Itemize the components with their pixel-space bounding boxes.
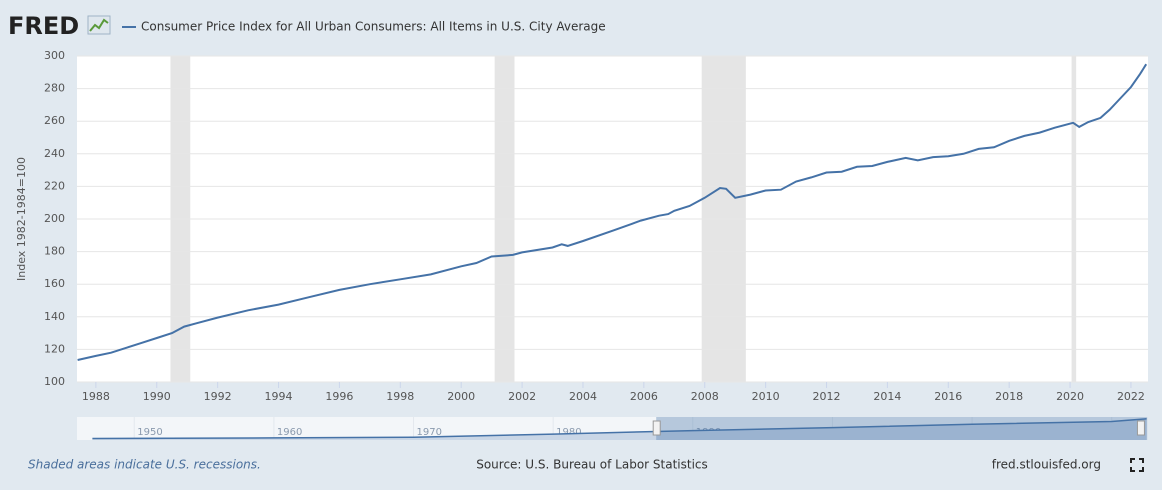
- y-tick-label: 200: [44, 212, 65, 225]
- site-link[interactable]: fred.stlouisfed.org: [992, 458, 1101, 472]
- y-tick-label: 180: [44, 245, 65, 258]
- navigator-tick-label: 1960: [277, 427, 302, 438]
- x-tick-label: 1996: [325, 390, 353, 403]
- y-tick-label: 120: [44, 342, 65, 355]
- x-tick-label: 2002: [508, 390, 536, 403]
- series-line: [77, 63, 1148, 361]
- fullscreen-button[interactable]: [1130, 458, 1144, 472]
- navigator-tick-label: 1950: [137, 427, 162, 438]
- x-tick-label: 2006: [630, 390, 658, 403]
- x-tick-label: 2018: [995, 390, 1023, 403]
- y-tick-label: 300: [44, 49, 65, 62]
- x-tick-label: 1994: [265, 390, 293, 403]
- navigator-selection: [656, 417, 1148, 440]
- navigator-tick-label: 1970: [417, 427, 442, 438]
- navigator-handle: [1136, 420, 1145, 436]
- x-tick-label: 2016: [934, 390, 962, 403]
- x-tick-label: 2008: [691, 390, 719, 403]
- y-tick-label: 280: [44, 82, 65, 95]
- navigator-tick-label: 1980: [556, 427, 581, 438]
- x-tick-label: 2004: [569, 390, 597, 403]
- y-tick-label: 220: [44, 179, 65, 192]
- recession-note: Shaded areas indicate U.S. recessions.: [28, 458, 261, 472]
- x-tick-label: 2012: [813, 390, 841, 403]
- navigator-handle: [652, 420, 661, 436]
- x-tick-label: 2014: [873, 390, 901, 403]
- x-tick-label: 2010: [752, 390, 780, 403]
- x-tick-label: 1990: [143, 390, 171, 403]
- navigator-area: [92, 418, 1147, 440]
- y-tick-label: 100: [44, 375, 65, 388]
- navigator-line: [92, 418, 1147, 440]
- y-tick-label: 260: [44, 114, 65, 127]
- legend-label: Consumer Price Index for All Urban Consu…: [141, 20, 606, 34]
- x-tick-label: 1992: [204, 390, 232, 403]
- logo: FRED: [8, 12, 79, 40]
- source: Source: U.S. Bureau of Labor Statistics: [476, 458, 708, 472]
- x-tick-label: 2020: [1056, 390, 1084, 403]
- y-tick-label: 140: [44, 310, 65, 323]
- x-tick-label: 1988: [82, 390, 110, 403]
- logo-icon: [87, 15, 111, 35]
- x-tick-label: 1998: [386, 390, 414, 403]
- y-tick-label: 240: [44, 147, 65, 160]
- x-tick-label: 2000: [447, 390, 475, 403]
- x-tick-label: 2022: [1117, 390, 1145, 403]
- y-tick-label: 160: [44, 277, 65, 290]
- y-axis-label: Index 1982-1984=100: [15, 157, 28, 281]
